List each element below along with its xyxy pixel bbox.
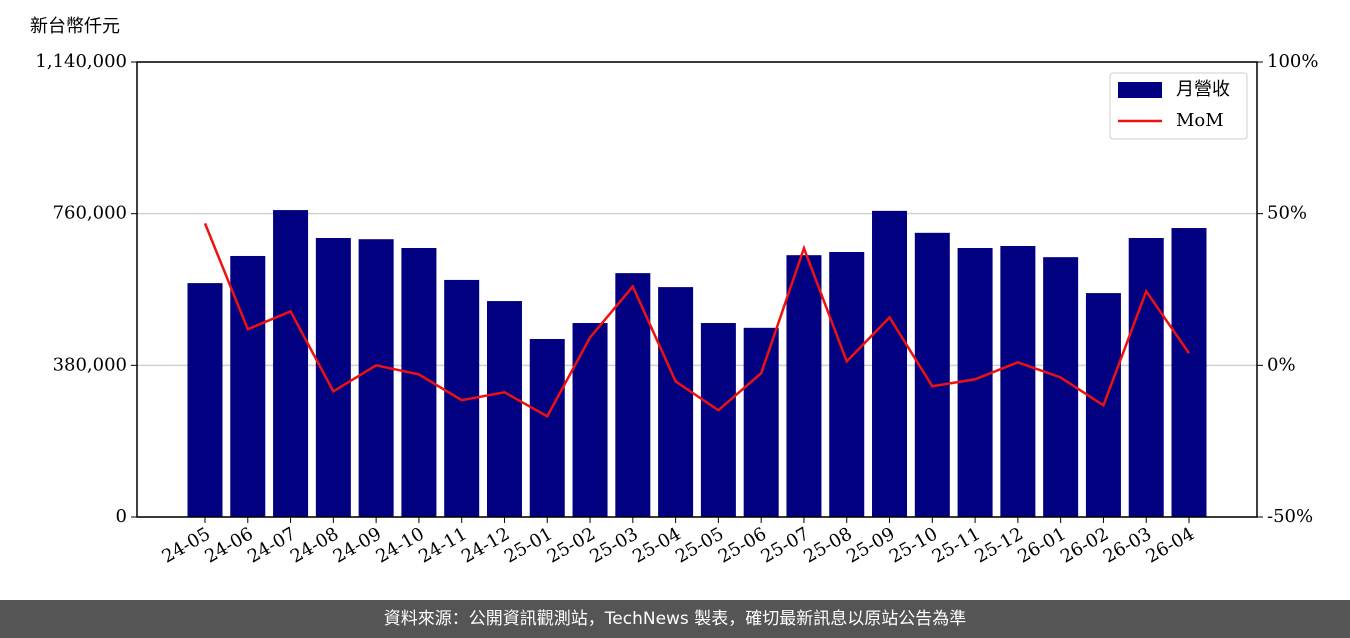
x-tick-label: 24-07: [244, 523, 299, 567]
y2-tick-label: 100%: [1267, 51, 1318, 72]
plot-frame: [136, 61, 1258, 518]
bar: [486, 301, 522, 517]
y-tick-label: 760,000: [53, 203, 127, 224]
bar: [230, 255, 266, 517]
chart: 新台幣仟元 0 380,000 760,000 1,140,000 -50% 0% 50% 1…: [30, 16, 1318, 568]
bar: [658, 287, 694, 517]
x-tick-label: 25-07: [758, 523, 813, 567]
line: [203, 222, 1191, 419]
x-tick-label: 25-01: [501, 523, 556, 567]
x-tick-label: 25-04: [629, 523, 684, 567]
legend-label: 月營收: [1176, 79, 1230, 100]
bar: [615, 273, 651, 517]
x-tick-label: 24-08: [287, 523, 342, 567]
x-tick-label: 25-09: [843, 523, 898, 567]
bar: [1000, 245, 1036, 518]
y2-tick-label: 0%: [1267, 354, 1296, 375]
x-tick-label: 26-03: [1100, 523, 1155, 567]
y-tick-label: 380,000: [53, 354, 127, 375]
legend-swatch: [1118, 82, 1162, 98]
x-tick-label: 24-11: [415, 523, 470, 567]
x-tick-label: 25-02: [544, 523, 599, 567]
x-tick-label: 26-01: [1014, 523, 1069, 567]
x-tick-label: 24-05: [159, 523, 214, 567]
x-tick-label: 24-06: [201, 523, 256, 567]
x-tick-label: 24-10: [372, 523, 427, 567]
x-tick-label: 24-12: [458, 523, 513, 567]
y2-tick-label: 50%: [1267, 203, 1307, 224]
y-tick-label: 1,140,000: [35, 51, 127, 72]
bar: [743, 327, 779, 517]
bar: [1128, 238, 1164, 517]
bar: [315, 238, 351, 517]
bar: [529, 338, 565, 517]
bar: [572, 323, 608, 517]
bar: [872, 210, 908, 517]
bar: [786, 255, 822, 517]
y-tick-label: 0: [116, 506, 127, 527]
bar: [187, 283, 223, 517]
bar: [358, 239, 394, 518]
x-tick-label: 25-05: [672, 523, 727, 567]
x-tick-label: 26-02: [1057, 523, 1112, 567]
x-tick-label: 25-12: [971, 523, 1026, 567]
bar: [1043, 257, 1079, 517]
x-tick-label: 24-09: [330, 523, 385, 567]
bar: [273, 210, 309, 517]
x-tick-label: 25-06: [715, 523, 770, 567]
x-tick-label: 25-11: [929, 523, 984, 567]
x-tick-label: 26-04: [1143, 523, 1198, 567]
bar: [1171, 228, 1207, 517]
bar: [957, 247, 993, 518]
y2-tick-label: -50%: [1267, 506, 1313, 527]
x-tick-label: 25-08: [800, 523, 855, 567]
bar: [914, 232, 950, 517]
bar: [829, 251, 865, 517]
y-axis-label: 新台幣仟元: [30, 16, 120, 37]
x-tick-label: 25-03: [586, 523, 641, 567]
x-tick-label: 25-10: [886, 523, 941, 567]
footer: 資料來源：公開資訊觀測站，TechNews 製表，確切最新訊息以原站公告為準: [0, 600, 1350, 638]
legend-label: MoM: [1176, 110, 1224, 131]
bar: [700, 323, 736, 517]
